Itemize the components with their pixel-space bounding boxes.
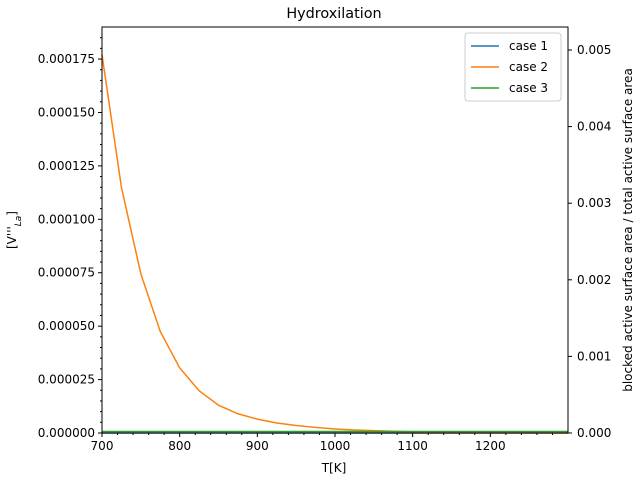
y-axis-right-label: blocked active surface area / total acti… — [621, 68, 635, 392]
y-left-tick-label: 0.000025 — [38, 373, 95, 387]
y-axis-left-label-sub: La — [14, 216, 24, 227]
legend-label-2: case 2 — [509, 60, 548, 74]
x-tick-label: 1000 — [320, 439, 351, 453]
y-right-tick-label: 0.003 — [577, 196, 611, 210]
x-tick-label: 900 — [246, 439, 269, 453]
x-tick-label: 800 — [168, 439, 191, 453]
legend-box — [464, 32, 562, 102]
x-axis-label: T[K] — [321, 461, 347, 475]
y-axis-left-label-close: ] — [5, 211, 19, 216]
y-axis-left-label-main: [V''' — [5, 226, 19, 249]
y-left-tick-label: 0.000000 — [38, 426, 95, 440]
y-left-tick-label: 0.000050 — [38, 319, 95, 333]
legend: case 1 case 2 case 3 — [464, 32, 562, 102]
y-left-tick-label: 0.000075 — [38, 266, 95, 280]
y-right-tick-label: 0.000 — [577, 426, 611, 440]
y-right-tick-label: 0.002 — [577, 273, 611, 287]
y-left-tick-label: 0.000100 — [38, 212, 95, 226]
y-left-tick-label: 0.000150 — [38, 105, 95, 119]
y-right-tick-label: 0.001 — [577, 349, 611, 363]
x-tick-label: 1200 — [475, 439, 506, 453]
x-tick-label: 1100 — [397, 439, 428, 453]
chart-title: Hydroxilation — [286, 6, 381, 22]
y-left-tick-label: 0.000125 — [38, 159, 95, 173]
legend-label-3: case 3 — [509, 81, 548, 95]
y-right-tick-label: 0.005 — [577, 43, 611, 57]
x-axis: 700 800 900 1000 1100 1200 — [91, 433, 553, 453]
y-axis-right: 0.000 0.001 0.002 0.003 0.004 0.005 — [568, 43, 611, 440]
y-axis-left-label: [V'''La] — [5, 211, 24, 249]
y-left-tick-label: 0.000175 — [38, 52, 95, 66]
y-right-tick-label: 0.004 — [577, 120, 611, 134]
x-tick-label: 700 — [91, 439, 114, 453]
legend-label-1: case 1 — [509, 39, 548, 53]
y-axis-left: 0.000000 0.000025 0.000050 0.000075 0.000100… — [38, 37, 102, 440]
